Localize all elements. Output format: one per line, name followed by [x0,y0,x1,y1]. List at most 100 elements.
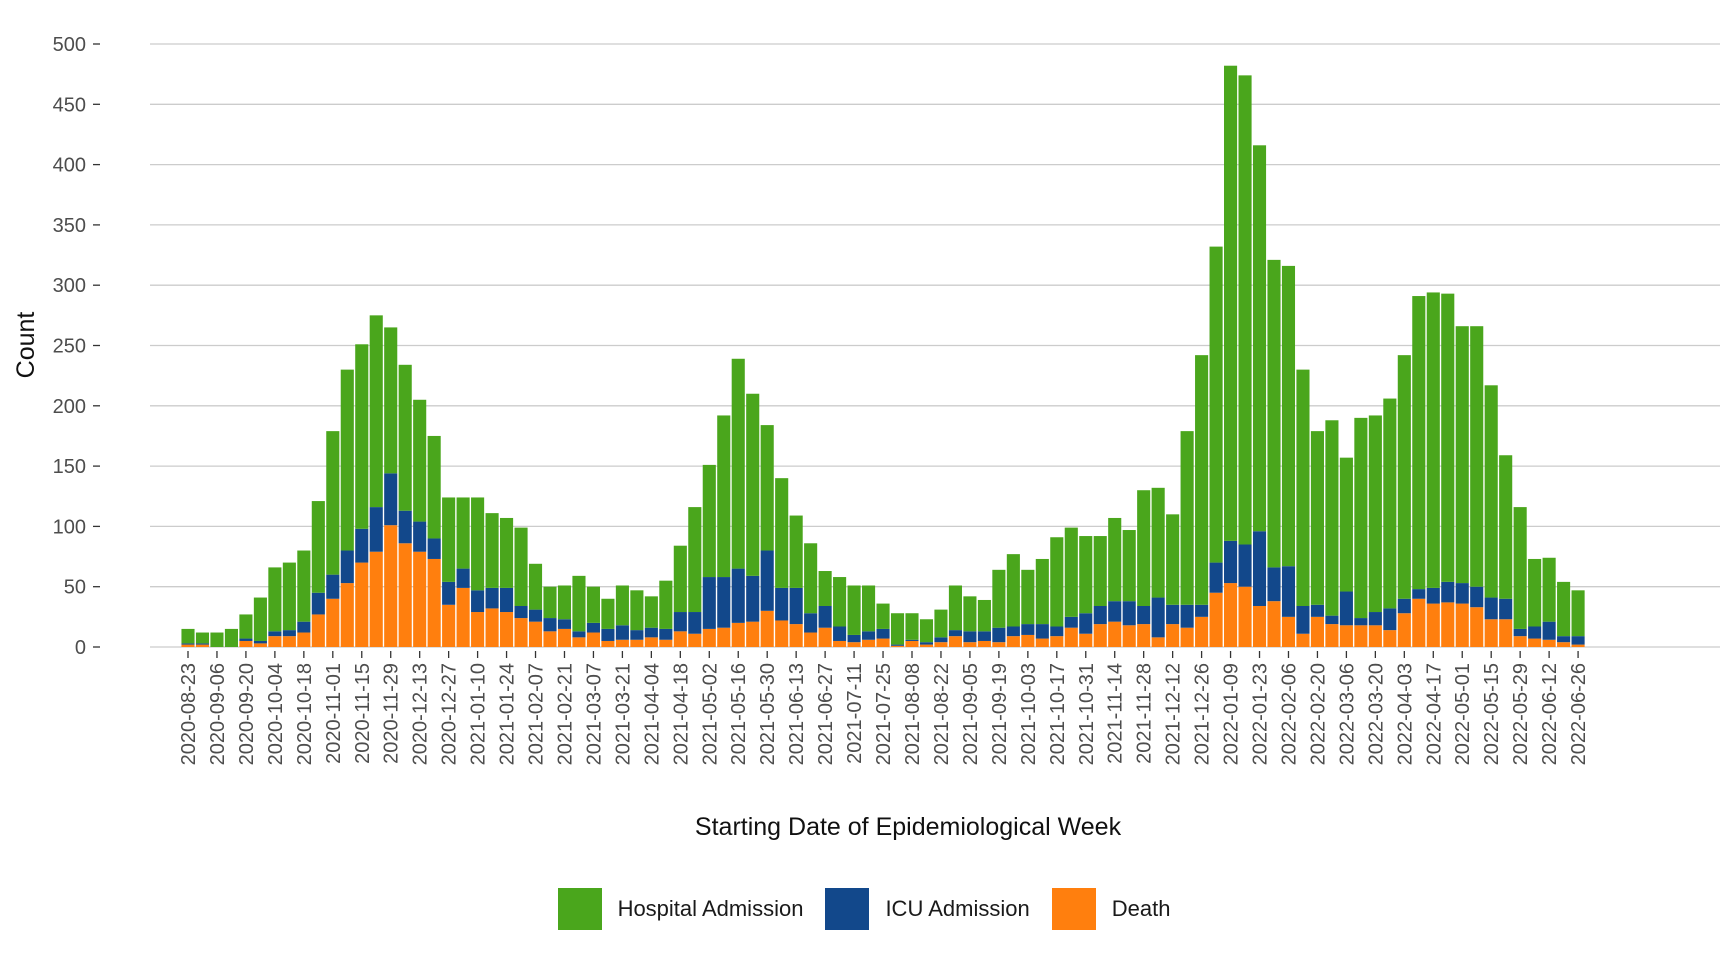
bar-icu-admission [948,630,962,637]
bar-icu-admission [644,627,658,638]
bar-death [905,640,919,647]
bar-death [1296,633,1310,647]
bar-icu-admission [818,606,832,628]
bar-death [1093,624,1107,647]
bar-death [992,642,1006,647]
bar-hospital-admission [1137,490,1151,606]
x-tick-label: 2022-03-06 [1336,663,1358,765]
bar-icu-admission [253,640,267,644]
bar-hospital-admission [572,575,586,632]
bar-icu-admission [1180,604,1194,628]
bar-hospital-admission [1064,527,1078,617]
x-tick-label: 2020-11-01 [323,663,345,764]
x-tick-label: 2021-12-12 [1163,663,1185,765]
bar-death [644,637,658,647]
bar-hospital-admission [456,497,470,569]
bar-death [688,633,702,647]
bar-death [1354,625,1368,647]
x-tick-label: 2022-02-20 [1307,663,1329,765]
bar-death [731,622,745,647]
bar-death [543,631,557,647]
bar-hospital-admission [948,585,962,631]
bar-hospital-admission [369,315,383,508]
x-tick-label: 2021-06-27 [815,663,837,765]
bar-death [311,614,325,647]
bar-death [1426,603,1440,647]
bar-death [673,631,687,647]
legend-item-hospital-admission: Hospital Admission [557,888,803,930]
bar-death [586,632,600,647]
bar-death [572,637,586,647]
y-tick-label: 500 [53,34,86,56]
bar-hospital-admission [1513,507,1527,629]
bar-icu-admission [746,575,760,622]
bar-icu-admission [760,550,774,611]
bar-death [1050,636,1064,647]
bar-death [702,628,716,647]
bar-icu-admission [427,538,441,559]
bar-hospital-admission [1557,581,1571,637]
bar-hospital-admission [746,393,760,576]
x-tick-label: 2022-01-23 [1250,663,1272,765]
bar-death [340,583,354,647]
bar-death [326,598,340,647]
y-tick-label: 350 [53,215,86,237]
bar-death [253,643,267,647]
bar-hospital-admission [224,628,238,647]
legend-label-death: Death [1111,896,1171,921]
bar-icu-admission [1571,636,1585,645]
bar-hospital-admission [413,399,427,522]
bar-hospital-admission [1267,259,1281,568]
bar-icu-admission [615,625,629,640]
bar-icu-admission [1281,566,1296,617]
bar-icu-admission [1325,615,1339,625]
legend-swatch-icu-admission [825,888,870,930]
bar-death [1455,603,1469,647]
bar-icu-admission [1252,531,1267,606]
bar-icu-admission [1339,591,1353,626]
bar-icu-admission [1397,598,1411,614]
bar-hospital-admission [601,598,615,629]
bar-icu-admission [1426,587,1440,604]
x-tick-label: 2021-02-21 [555,663,577,765]
bar-hospital-admission [1542,557,1556,622]
bar-icu-admission [471,590,485,613]
bar-death [919,644,934,647]
bar-hospital-admission [847,585,861,635]
bar-icu-admission [919,642,934,645]
bar-death [1281,616,1296,647]
bar-hospital-admission [659,580,673,629]
bar-death [485,608,499,647]
bar-icu-admission [1412,589,1426,599]
bar-hospital-admission [702,464,716,578]
bar-death [1484,619,1498,647]
bar-icu-admission [195,643,210,645]
bar-hospital-admission [210,632,224,647]
bar-icu-admission [456,568,470,588]
bar-icu-admission [485,587,499,609]
bar-icu-admission [1354,618,1368,626]
bar-hospital-admission [195,632,210,644]
bar-death [239,640,253,647]
bar-hospital-admission [311,501,325,593]
bar-icu-admission [833,626,847,641]
bar-hospital-admission [934,609,948,638]
bar-icu-admission [1528,626,1542,639]
bar-death [282,636,296,647]
bar-icu-admission [1484,597,1498,620]
bar-death [601,640,615,647]
bar-icu-admission [804,613,818,633]
bar-icu-admission [673,612,687,632]
bar-death [1224,583,1238,647]
bar-hospital-admission [340,369,354,551]
bar-death [369,551,383,647]
x-tick-label: 2021-04-18 [670,663,692,765]
bar-hospital-admission [586,586,600,623]
bar-hospital-admission [1310,431,1324,605]
bar-hospital-admission [1050,537,1064,627]
x-tick-label: 2020-09-20 [236,663,258,765]
bar-hospital-admission [239,614,253,639]
bar-hospital-admission [1166,514,1180,605]
bar-hospital-admission [485,513,499,588]
